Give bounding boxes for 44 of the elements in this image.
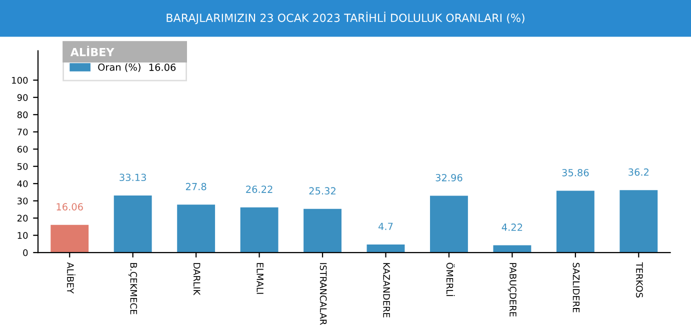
- data-label: 33.13: [120, 174, 146, 182]
- y-tick-label: 80: [17, 111, 28, 118]
- chart-title: BARAJLARIMIZIN 23 OCAK 2023 TARİHLİ DOLULUK ORANLARI (%): [166, 12, 524, 24]
- x-tick-label: B.ÇEKMECE: [128, 263, 138, 314]
- x-tick-label: ALİBEY: [67, 262, 76, 294]
- data-label: 4.22: [502, 224, 522, 231]
- annotation: 16.06: [149, 64, 176, 71]
- x-tick-label: TERKOS: [636, 262, 643, 298]
- y-tick-label: 0: [23, 249, 28, 256]
- data-label: 4.7: [378, 222, 393, 230]
- data-label: 35.86: [562, 168, 589, 176]
- y-tick-label: 70: [18, 128, 28, 136]
- y-tick-label: 60: [17, 146, 28, 153]
- bar: [114, 195, 152, 253]
- bar: [556, 190, 594, 253]
- data-label: 26.22: [246, 186, 272, 193]
- x-tick-label: PABUÇDERE: [508, 263, 516, 316]
- y-tick-label: 90: [17, 94, 28, 101]
- data-label: 32.96: [436, 174, 462, 182]
- data-label: 25.32: [309, 187, 336, 195]
- data-label: 27.8: [186, 182, 206, 190]
- data-label: 36.2: [628, 168, 649, 176]
- y-tick-label: 40: [17, 180, 28, 188]
- x-tick-label: DARLIK: [194, 263, 200, 296]
- bar: [620, 190, 658, 253]
- x-tick-label: KAZANDERE: [383, 263, 390, 318]
- y-tick-label: 10: [18, 232, 28, 239]
- y-tick-label: 50: [17, 163, 28, 170]
- legend-label: Oran (%): [98, 63, 140, 72]
- bar: [177, 204, 216, 253]
- bar: [240, 207, 278, 253]
- x-tick-label: SAZLIDERE: [572, 262, 580, 312]
- bar: [366, 244, 405, 253]
- x-tick-label: ELMALI: [256, 263, 264, 294]
- y-tick-label: 100: [12, 76, 28, 84]
- legend-title: ALİBEY: [70, 46, 114, 56]
- bar: [430, 196, 468, 253]
- x-tick-label: ÖMERLİ: [446, 262, 455, 296]
- y-tick-label: 30: [17, 198, 28, 204]
- y-tick-label: 20: [17, 214, 28, 222]
- bar: [304, 208, 342, 253]
- x-tick-label: ISTRANCALAR: [320, 263, 327, 325]
- data-label: 16.06: [56, 203, 83, 210]
- bar: [50, 224, 89, 253]
